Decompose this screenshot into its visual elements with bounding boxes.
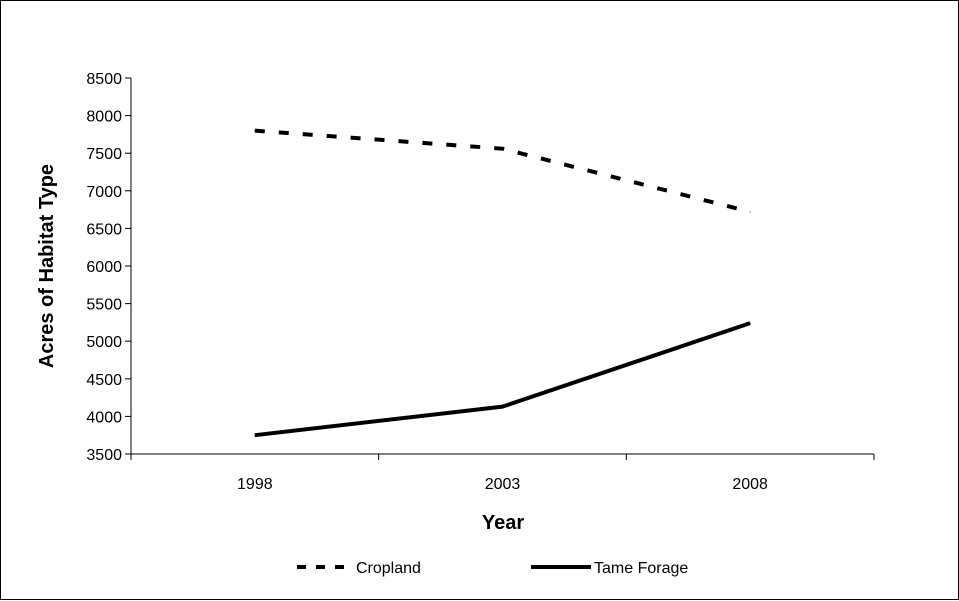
y-tick-label: 8500 (86, 71, 122, 88)
y-tick-label: 3500 (86, 447, 122, 464)
x-axis-ticks: 1998 2003 2008 (130, 454, 875, 493)
y-tick-label: 5500 (86, 297, 122, 314)
y-tick-label: 5000 (86, 334, 122, 351)
y-tick-label: 7000 (86, 184, 122, 201)
legend: Cropland Tame Forage (297, 560, 688, 577)
y-tick-label: 4000 (86, 409, 122, 426)
y-axis-title: Acres of Habitat Type (36, 164, 58, 368)
legend-label: Cropland (356, 560, 421, 577)
y-tick-label: 6500 (86, 221, 122, 238)
data-point (254, 130, 256, 132)
data-point (254, 434, 256, 436)
data-point (749, 322, 751, 324)
y-tick-label: 4500 (86, 372, 122, 389)
data-point (502, 148, 503, 150)
series-line-cropland (254, 128, 751, 214)
x-tick-label: 2003 (485, 476, 521, 493)
x-tick-label: 2008 (732, 476, 768, 493)
y-axis-ticks: 3500 4000 4500 5000 5500 6000 6500 7000 7500 8000… (86, 71, 131, 464)
series-line-tame-forage (254, 321, 751, 438)
x-tick-label: 1998 (237, 476, 273, 493)
y-tick-label: 6000 (86, 259, 122, 276)
y-tick-label: 8000 (86, 109, 122, 126)
data-point (749, 211, 751, 213)
data-point (502, 406, 503, 408)
x-axis-title: Year (482, 512, 524, 534)
legend-label: Tame Forage (594, 560, 688, 577)
plot-area (130, 78, 874, 455)
series-layer (254, 128, 751, 438)
y-tick-label: 7500 (86, 146, 122, 163)
